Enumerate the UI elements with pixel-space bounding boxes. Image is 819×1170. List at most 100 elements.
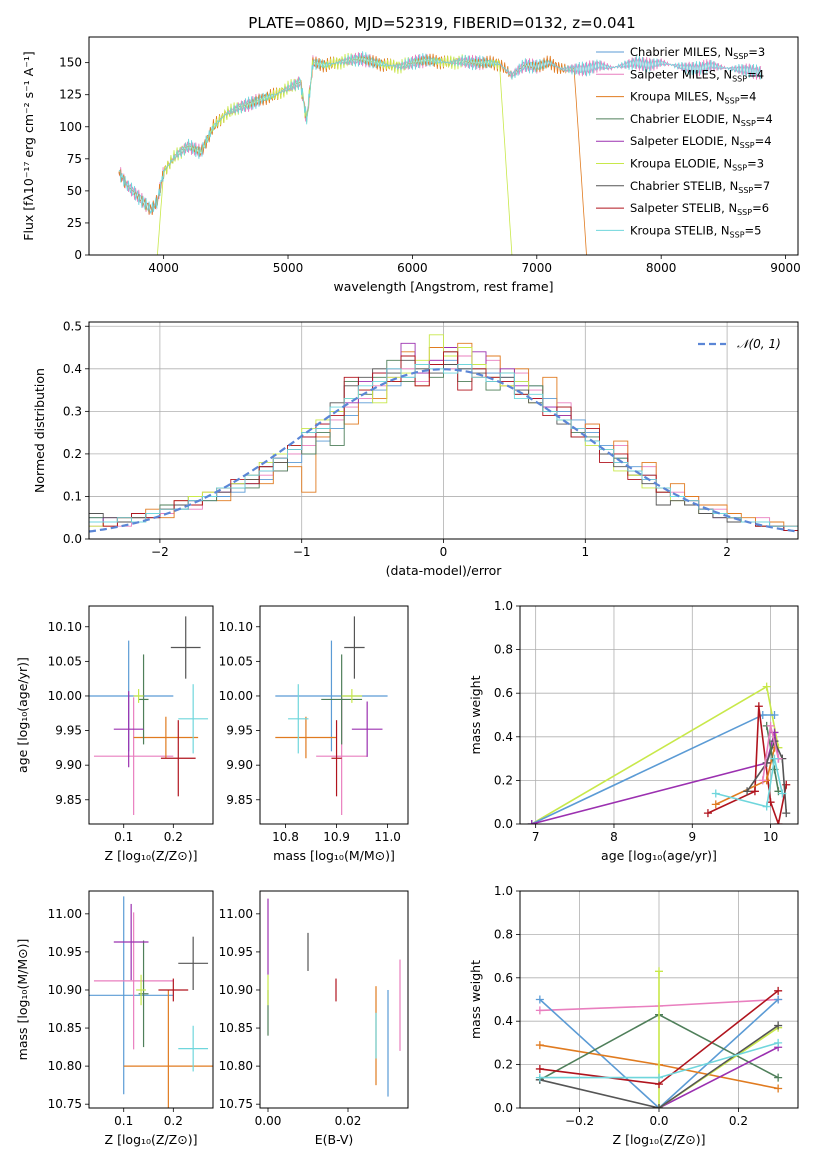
legend-count: =4 — [755, 134, 772, 148]
y-tick-label: 10.90 — [219, 983, 253, 997]
y-tick-label: 0.4 — [63, 362, 82, 376]
weight-marker — [703, 809, 712, 818]
legend-subscript: SSP — [732, 74, 747, 83]
y-axis-label: mass [log₁₀(M/M⊙)] — [15, 939, 30, 1061]
panels: 4000 5000 6000 7000 8000 90000255075100125150… — [15, 36, 801, 1147]
x-tick-label: 0.0 — [649, 1114, 668, 1128]
x-tick-label: 0.2 — [164, 1114, 183, 1128]
weight-marker — [774, 1084, 783, 1093]
x-tick-label: 0.2 — [729, 1114, 748, 1128]
y-tick-label: 10.95 — [48, 945, 82, 959]
weight-marker — [762, 802, 771, 811]
axes-frame — [88, 605, 214, 825]
y-tick-label: 10.75 — [48, 1097, 82, 1111]
weight-marker — [770, 754, 779, 763]
weight-marker — [762, 682, 771, 691]
weight-line — [539, 998, 779, 1108]
legend-count: =4 — [756, 112, 773, 126]
y-axis-label: age [log₁₀(age/yr)] — [15, 657, 30, 773]
panel-z_vs_mass: 0.1 0.2 10.75 10.80 10.85 10.90 10.95 11.00 Z [l… — [15, 890, 214, 1147]
x-tick-label: 8000 — [646, 261, 677, 275]
panel-age_vs_massweight: 7 8 9 10 0.0 0.2 0.4 0.6 0.8 1.0 age [log₁₀(age/yr… — [468, 599, 799, 863]
y-tick-label: 150 — [59, 56, 82, 70]
legend-subscript: SSP — [730, 230, 745, 239]
y-tick-label: 0.8 — [494, 927, 513, 941]
y-tick-label: 0.3 — [63, 404, 82, 418]
legend-label: Salpeter ELODIE, NSSP=4 — [630, 134, 772, 150]
panel-spectrum: 4000 5000 6000 7000 8000 9000 0 25 50 75 100 125 150… — [21, 36, 801, 294]
panel-z_vs_age: 0.1 0.2 9.85 9.90 9.95 10.00 10.05 10.10 Z [log₁… — [15, 605, 214, 863]
legend-count: =4 — [747, 67, 764, 81]
y-tick-label: 0 — [74, 248, 82, 262]
weight-marker — [535, 1041, 544, 1050]
panel-z_vs_massweight: −0.2 0.0 0.2 0.0 0.2 0.4 0.6 0.8 1.0 Z [log₁₀(Z/Z… — [468, 884, 799, 1147]
y-tick-label: 0.6 — [494, 686, 513, 700]
legend-count: =6 — [752, 201, 769, 215]
y-tick-label: 0.2 — [494, 1058, 513, 1072]
weight-marker — [527, 820, 536, 824]
y-tick-label: 0.0 — [63, 532, 82, 546]
x-tick-label: −0.2 — [565, 1114, 594, 1128]
legend-label: Kroupa MILES, NSSP=4 — [630, 90, 756, 106]
legend-label: Chabrier MILES, NSSP=3 — [630, 45, 765, 61]
y-tick-label: 1.0 — [494, 884, 513, 898]
x-tick-label: 9000 — [770, 261, 801, 275]
axes-frame — [88, 36, 799, 256]
y-tick-label: 10.85 — [219, 1021, 253, 1035]
weight-marker — [774, 1073, 783, 1082]
x-axis-label: (data-model)/error — [386, 563, 503, 578]
plot-area — [89, 896, 213, 1108]
y-tick-label: 100 — [59, 120, 82, 134]
weight-line — [531, 732, 780, 824]
y-tick-label: 9.85 — [55, 793, 82, 807]
weight-marker — [774, 820, 783, 824]
x-tick-label: 9 — [688, 830, 696, 844]
panel-residuals: −2 −1 0 1 2 0.0 0.1 0.2 0.3 0.4 0.5 (data-model)/er… — [32, 319, 799, 578]
y-tick-label: 0.6 — [494, 971, 513, 985]
weight-marker — [782, 809, 791, 818]
weight-marker — [655, 1104, 663, 1108]
x-axis-label: mass [log₁₀(M/M⊙)] — [273, 848, 395, 863]
plot-area — [89, 334, 798, 533]
weight-marker — [774, 1021, 783, 1030]
y-tick-label: 25 — [67, 216, 82, 230]
y-tick-label: 0.4 — [494, 730, 513, 744]
y-tick-label: 9.90 — [55, 758, 82, 772]
axes-frame — [519, 605, 799, 825]
x-axis-label: Z [log₁₀(Z/Z⊙)] — [105, 1132, 198, 1147]
y-tick-label: 10.00 — [219, 689, 253, 703]
y-tick-label: 0.5 — [63, 319, 82, 333]
figure-title: PLATE=0860, MJD=52319, FIBERID=0132, z=0… — [248, 14, 635, 32]
x-tick-label: 5000 — [273, 261, 304, 275]
weight-marker — [774, 986, 783, 995]
weight-marker — [766, 721, 775, 730]
weight-line — [539, 1024, 779, 1108]
legend-subscript: SSP — [741, 119, 756, 128]
legend-count: =3 — [747, 157, 764, 171]
legend: 𝒩(0, 1) — [698, 337, 781, 351]
legend-subscript: SSP — [737, 208, 752, 217]
weight-marker — [758, 776, 767, 785]
plot-area — [267, 898, 401, 1097]
x-tick-label: 0.1 — [114, 830, 133, 844]
y-tick-label: 11.00 — [48, 907, 82, 921]
x-tick-label: 2 — [723, 545, 731, 559]
plot-area — [275, 616, 388, 816]
legend-label: 𝒩(0, 1) — [737, 337, 781, 351]
y-tick-label: 10.90 — [48, 983, 82, 997]
axes-frame — [88, 321, 799, 540]
y-tick-label: 75 — [67, 152, 82, 166]
x-tick-label: 11.0 — [374, 830, 401, 844]
weight-marker — [711, 789, 720, 798]
legend-subscript: SSP — [740, 141, 755, 150]
x-tick-label: −2 — [151, 545, 169, 559]
plot-area — [535, 967, 783, 1108]
normal-curve — [89, 368, 798, 533]
weight-marker — [535, 1064, 544, 1073]
x-tick-label: 1 — [581, 545, 589, 559]
legend-count: =5 — [745, 223, 762, 237]
x-tick-label: 0 — [440, 545, 448, 559]
x-tick-label: 4000 — [148, 261, 179, 275]
x-tick-label: 0.02 — [335, 1114, 362, 1128]
legend-subscript: SSP — [738, 186, 753, 195]
